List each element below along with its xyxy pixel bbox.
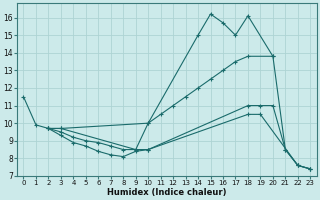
X-axis label: Humidex (Indice chaleur): Humidex (Indice chaleur) <box>107 188 227 197</box>
